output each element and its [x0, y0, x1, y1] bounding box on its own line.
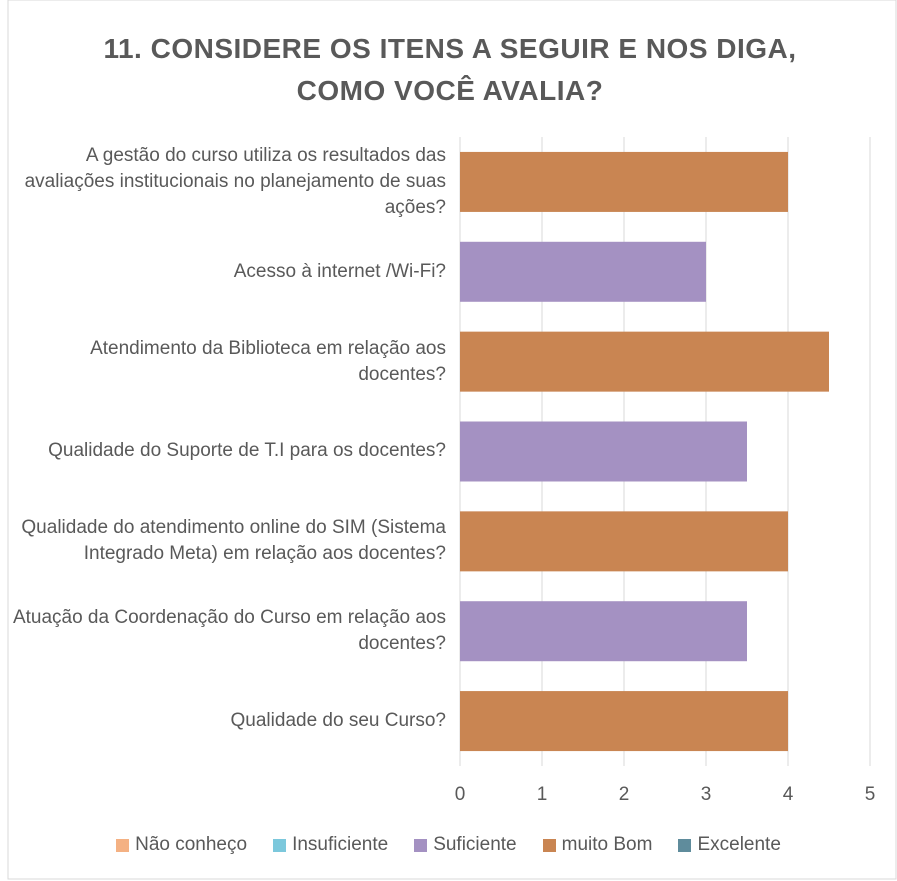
y-tick-label: Qualidade do atendimento online do SIM (…	[21, 517, 446, 565]
x-tick-label: 2	[619, 784, 630, 805]
legend-item: Não conheço	[116, 834, 247, 856]
legend-item: Insuficiente	[273, 834, 388, 856]
y-tick-label: A gestão do curso utiliza os resultados …	[24, 144, 446, 218]
y-tick-label: Atuação da Coordenação do Curso em relaç…	[12, 607, 446, 655]
bar	[460, 151, 788, 212]
legend-item: Suficiente	[414, 834, 517, 856]
bar	[460, 691, 788, 752]
legend-item: Excelente	[678, 834, 781, 856]
bar	[460, 511, 788, 572]
legend-swatch	[273, 838, 287, 852]
legend-swatch	[678, 838, 692, 852]
x-tick-label: 0	[455, 784, 466, 805]
y-tick-label: Atendimento da Biblioteca em relação aos…	[90, 337, 446, 385]
legend-swatch	[542, 838, 556, 852]
legend-item: muito Bom	[542, 834, 653, 856]
x-tick-label: 4	[783, 784, 794, 805]
legend-label: muito Bom	[561, 834, 653, 855]
bar	[460, 601, 747, 662]
x-tick-label: 3	[701, 784, 712, 805]
legend-label: Não conheço	[135, 834, 248, 855]
x-tick-label: 1	[537, 784, 548, 805]
y-tick-label: Acesso à internet /Wi-Fi?	[233, 260, 446, 282]
bar	[460, 331, 829, 392]
y-tick-label: Qualidade do seu Curso?	[230, 710, 446, 732]
legend-label: Insuficiente	[292, 834, 389, 855]
y-tick-label: Qualidade do Suporte de T.I para os doce…	[48, 440, 446, 462]
bar	[460, 421, 747, 482]
legend: Não conheço Insuficiente Suficiente muito B…	[0, 834, 897, 856]
chart-border	[7, 0, 897, 880]
chart-title: 11. CONSIDERE OS ITENS A SEGUIR E NOS DI…	[103, 33, 797, 106]
bar	[460, 241, 706, 302]
legend-label: Suficiente	[433, 834, 517, 855]
x-tick-label: 5	[865, 784, 876, 805]
legend-label: Excelente	[697, 834, 781, 855]
legend-swatch	[116, 838, 130, 852]
legend-swatch	[414, 838, 428, 852]
